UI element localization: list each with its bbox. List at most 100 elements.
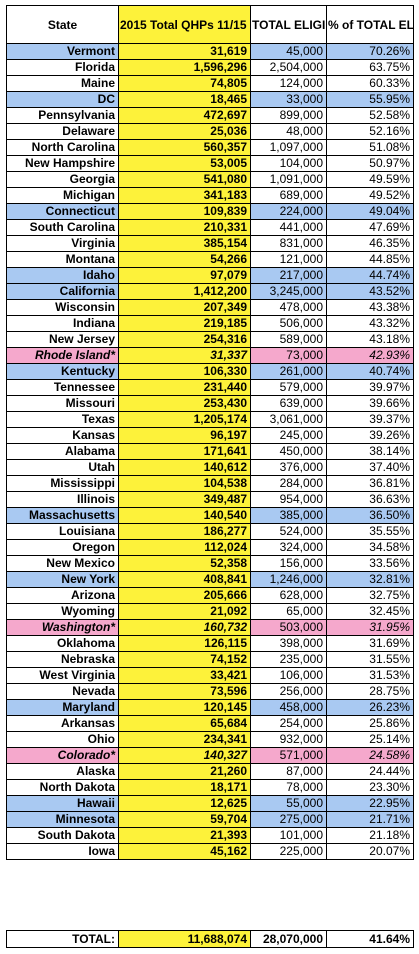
qhp-count: 234,341: [118, 731, 251, 748]
state: Texas: [6, 411, 119, 428]
state: Arkansas: [6, 715, 119, 732]
percent-eligible: 36.50%: [326, 507, 414, 524]
row: Maryland 120,145 458,000 26.23%: [6, 699, 414, 716]
percent-eligible: 49.52%: [326, 187, 414, 204]
row: Louisiana 186,277 524,000 35.55%: [6, 523, 414, 540]
total-eligible: 639,000: [250, 395, 327, 412]
total-eligible: 376,000: [250, 459, 327, 476]
total-eligible: 524,000: [250, 523, 327, 540]
qhp-count: 205,666: [118, 587, 251, 604]
state: Illinois: [6, 491, 119, 508]
total-eligible: 450,000: [250, 443, 327, 460]
total-eligible: 589,000: [250, 331, 327, 348]
row: Idaho 97,079 217,000 44.74%: [6, 267, 414, 284]
state: Idaho: [6, 267, 119, 284]
percent-eligible: 39.66%: [326, 395, 414, 412]
state: DC: [6, 91, 119, 108]
qhp-count: 120,145: [118, 699, 251, 716]
row: Pennsylvania 472,697 899,000 52.58%: [6, 107, 414, 124]
total-eligible: 245,000: [250, 427, 327, 444]
qhp-count: 31,337: [118, 347, 251, 364]
percent-eligible: 52.58%: [326, 107, 414, 124]
state: Kansas: [6, 427, 119, 444]
state: Ohio: [6, 731, 119, 748]
row: North Dakota 18,171 78,000 23.30%: [6, 779, 414, 796]
percent-eligible: 44.74%: [326, 267, 414, 284]
percent-eligible: 63.75%: [326, 59, 414, 76]
qhp-count: 186,277: [118, 523, 251, 540]
total-eligible: 87,000: [250, 763, 327, 780]
state: Massachusetts: [6, 507, 119, 524]
column-header: TOTAL ELIGIBLE: [250, 5, 327, 44]
qhp-count: 21,260: [118, 763, 251, 780]
row: New Hampshire 53,005 104,000 50.97%: [6, 155, 414, 172]
row: Vermont 31,619 45,000 70.26%: [6, 43, 414, 60]
total-eligible: 55,000: [250, 795, 327, 812]
percent-eligible: 38.14%: [326, 443, 414, 460]
qhp-count: 140,327: [118, 747, 251, 764]
percent-eligible: 39.97%: [326, 379, 414, 396]
column-header: % of TOTAL ELIGIBLE: [326, 5, 414, 44]
row: Michigan 341,183 689,000 49.52%: [6, 187, 414, 204]
total-eligible: 275,000: [250, 811, 327, 828]
state: Minnesota: [6, 811, 119, 828]
qhp-count: 140,612: [118, 459, 251, 476]
state: Colorado*: [6, 747, 119, 764]
total-eligible: 478,000: [250, 299, 327, 316]
total-eligible: 441,000: [250, 219, 327, 236]
qhp-count: 18,171: [118, 779, 251, 796]
percent-eligible: 26.23%: [326, 699, 414, 716]
qhp-count: 160,732: [118, 619, 251, 636]
qhp-count: 52,358: [118, 555, 251, 572]
qhp-count: 21,393: [118, 827, 251, 844]
qhp-count: 541,080: [118, 171, 251, 188]
total-eligible: 628,000: [250, 587, 327, 604]
qhp-count: 53,005: [118, 155, 251, 172]
qhp-count: 231,440: [118, 379, 251, 396]
row: Hawaii 12,625 55,000 22.95%: [6, 795, 414, 812]
percent-eligible: 31.69%: [326, 635, 414, 652]
state: Utah: [6, 459, 119, 476]
state: Wisconsin: [6, 299, 119, 316]
row: Maine 74,805 124,000 60.33%: [6, 75, 414, 92]
qhp-count: 109,839: [118, 203, 251, 220]
state: New York: [6, 571, 119, 588]
state: Nevada: [6, 683, 119, 700]
total-eligible: 503,000: [250, 619, 327, 636]
state: Nebraska: [6, 651, 119, 668]
state: Hawaii: [6, 795, 119, 812]
total-total-eligible: 28,070,000: [250, 930, 327, 948]
qhp-count: 341,183: [118, 187, 251, 204]
row: Georgia 541,080 1,091,000 49.59%: [6, 171, 414, 188]
row: DC 18,465 33,000 55.95%: [6, 91, 414, 108]
column-header: State: [6, 5, 119, 44]
total-eligible: 124,000: [250, 75, 327, 92]
qhp-count: 104,538: [118, 475, 251, 492]
qhp-count: 207,349: [118, 299, 251, 316]
qhp-count: 65,684: [118, 715, 251, 732]
total-row: TOTAL: 11,688,074 28,070,000 41.64%: [6, 930, 414, 948]
total-eligible: 899,000: [250, 107, 327, 124]
total-eligible: 106,000: [250, 667, 327, 684]
row: Nevada 73,596 256,000 28.75%: [6, 683, 414, 700]
percent-eligible: 24.58%: [326, 747, 414, 764]
row: Oklahoma 126,115 398,000 31.69%: [6, 635, 414, 652]
row: California 1,412,200 3,245,000 43.52%: [6, 283, 414, 300]
total-eligible: 78,000: [250, 779, 327, 796]
row: Kentucky 106,330 261,000 40.74%: [6, 363, 414, 380]
row: South Dakota 21,393 101,000 21.18%: [6, 827, 414, 844]
total-eligible: 1,097,000: [250, 139, 327, 156]
percent-eligible: 22.95%: [326, 795, 414, 812]
row: Montana 54,266 121,000 44.85%: [6, 251, 414, 268]
row: Kansas 96,197 245,000 39.26%: [6, 427, 414, 444]
percent-eligible: 51.08%: [326, 139, 414, 156]
state: Indiana: [6, 315, 119, 332]
state: Alaska: [6, 763, 119, 780]
qhp-count: 97,079: [118, 267, 251, 284]
row: Tennessee 231,440 579,000 39.97%: [6, 379, 414, 396]
row: North Carolina 560,357 1,097,000 51.08%: [6, 139, 414, 156]
total-eligible: 324,000: [250, 539, 327, 556]
row: Mississippi 104,538 284,000 36.81%: [6, 475, 414, 492]
